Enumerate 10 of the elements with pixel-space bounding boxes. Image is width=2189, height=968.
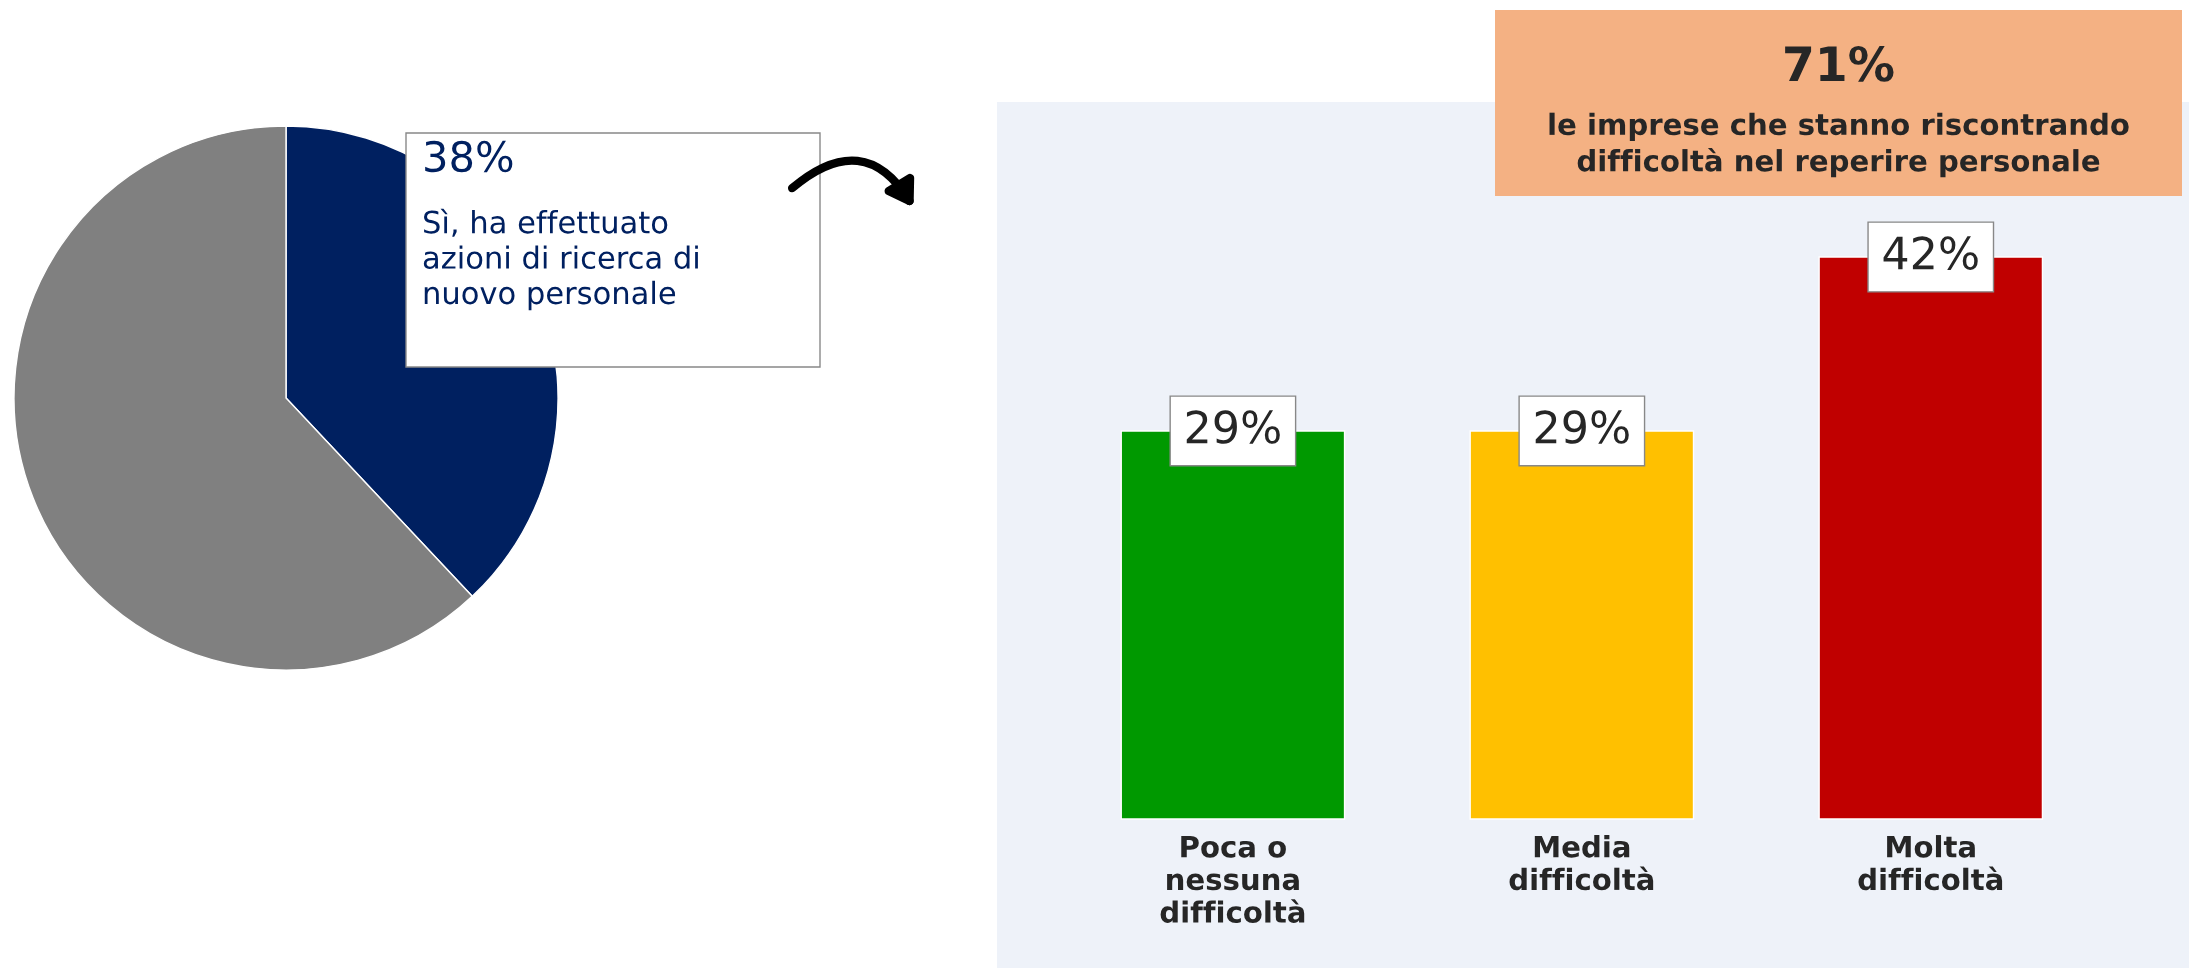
slice-label: Sì, ha effettuato azioni di ricerca di nuovo personale	[423, 208, 698, 311]
data-label: 29%	[1186, 410, 1280, 444]
data-label: 29%	[1535, 410, 1629, 444]
x-tick-label: Molta difficoltà	[1858, 835, 2003, 891]
x-tick-label: Poca o nessuna difficoltà	[1160, 835, 1305, 923]
data-label: 42%	[1883, 236, 1978, 270]
data-label: 38%	[425, 140, 513, 173]
text: le imprese che stanno riscontrando difficoltà nel reperire personale	[1549, 112, 2129, 178]
text: 71%	[1785, 45, 1894, 82]
x-tick-label: Media difficoltà	[1509, 835, 1654, 891]
